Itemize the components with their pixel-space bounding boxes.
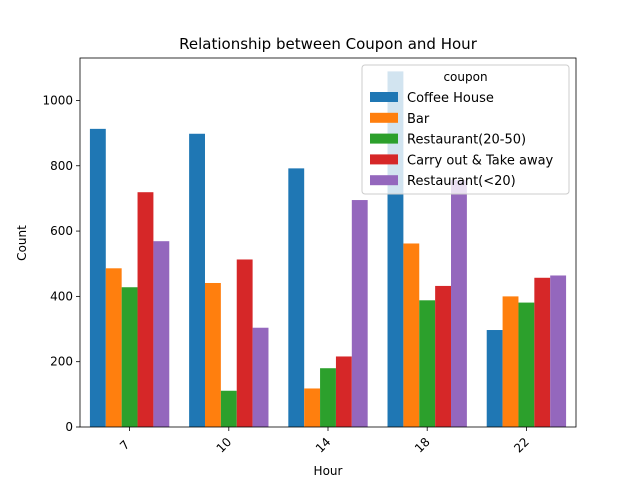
legend-label: Restaurant(20-50) xyxy=(407,133,526,148)
y-axis-label: Count xyxy=(15,225,29,261)
x-tick-label: 7 xyxy=(117,438,132,453)
bar-bar-14 xyxy=(304,388,321,427)
bar-restaurant-20--7 xyxy=(153,241,170,427)
bars-group xyxy=(89,71,567,428)
x-tick-label: 18 xyxy=(412,435,433,456)
y-tick-label: 400 xyxy=(50,289,73,303)
bar-restaurant-20-50--10 xyxy=(220,390,237,427)
bar-restaurant-20--22 xyxy=(550,275,567,427)
bar-carry-out-take-away-14 xyxy=(335,356,352,427)
legend-label: Coffee House xyxy=(407,91,494,106)
y-tick-label: 200 xyxy=(50,355,73,369)
bar-bar-7 xyxy=(105,268,122,427)
bar-restaurant-20--18 xyxy=(451,180,467,427)
bar-restaurant-20-50--14 xyxy=(320,368,336,427)
legend-label: Carry out & Take away xyxy=(407,153,554,168)
legend-swatch xyxy=(370,154,398,165)
legend: coupon Coffee House Bar Restaurant(20-50) Ca… xyxy=(361,64,570,195)
bar-restaurant-20--10 xyxy=(252,327,269,427)
legend-swatch xyxy=(370,112,398,123)
bar-carry-out-take-away-18 xyxy=(435,285,452,427)
bar-coffee-house-10 xyxy=(189,133,205,427)
bar-bar-18 xyxy=(403,243,420,427)
x-tick-label: 14 xyxy=(313,435,334,456)
bar-bar-10 xyxy=(204,282,221,427)
bar-coffee-house-7 xyxy=(89,128,106,428)
x-tick-label: 10 xyxy=(214,435,235,456)
chart-title: Relationship between Coupon and Hour xyxy=(179,35,478,53)
legend-swatch xyxy=(370,133,398,144)
y-tick-label: 1000 xyxy=(42,93,73,107)
bar-restaurant-20--14 xyxy=(351,200,368,427)
bar-carry-out-take-away-10 xyxy=(236,259,253,427)
bar-bar-22 xyxy=(502,296,519,427)
y-tick-label: 0 xyxy=(65,420,73,434)
bar-coffee-house-14 xyxy=(288,168,305,427)
legend-label: Bar xyxy=(407,112,430,127)
y-tick-label: 600 xyxy=(50,224,73,238)
bar-restaurant-20-50--7 xyxy=(121,287,138,427)
legend-box xyxy=(361,64,570,195)
bar-restaurant-20-50--18 xyxy=(419,300,436,427)
legend-swatch xyxy=(370,175,398,186)
legend-swatch xyxy=(370,92,398,102)
legend-title: coupon xyxy=(443,70,487,84)
bar-restaurant-20-50--22 xyxy=(518,302,535,427)
bar-carry-out-take-away-7 xyxy=(137,192,154,427)
bar-carry-out-take-away-22 xyxy=(534,277,551,427)
legend-label: Restaurant(<20) xyxy=(407,174,516,189)
y-tick-label: 800 xyxy=(50,159,73,173)
x-tick-label: 22 xyxy=(511,435,532,456)
x-axis-label: Hour xyxy=(314,464,343,478)
bar-coffee-house-22 xyxy=(486,330,503,427)
